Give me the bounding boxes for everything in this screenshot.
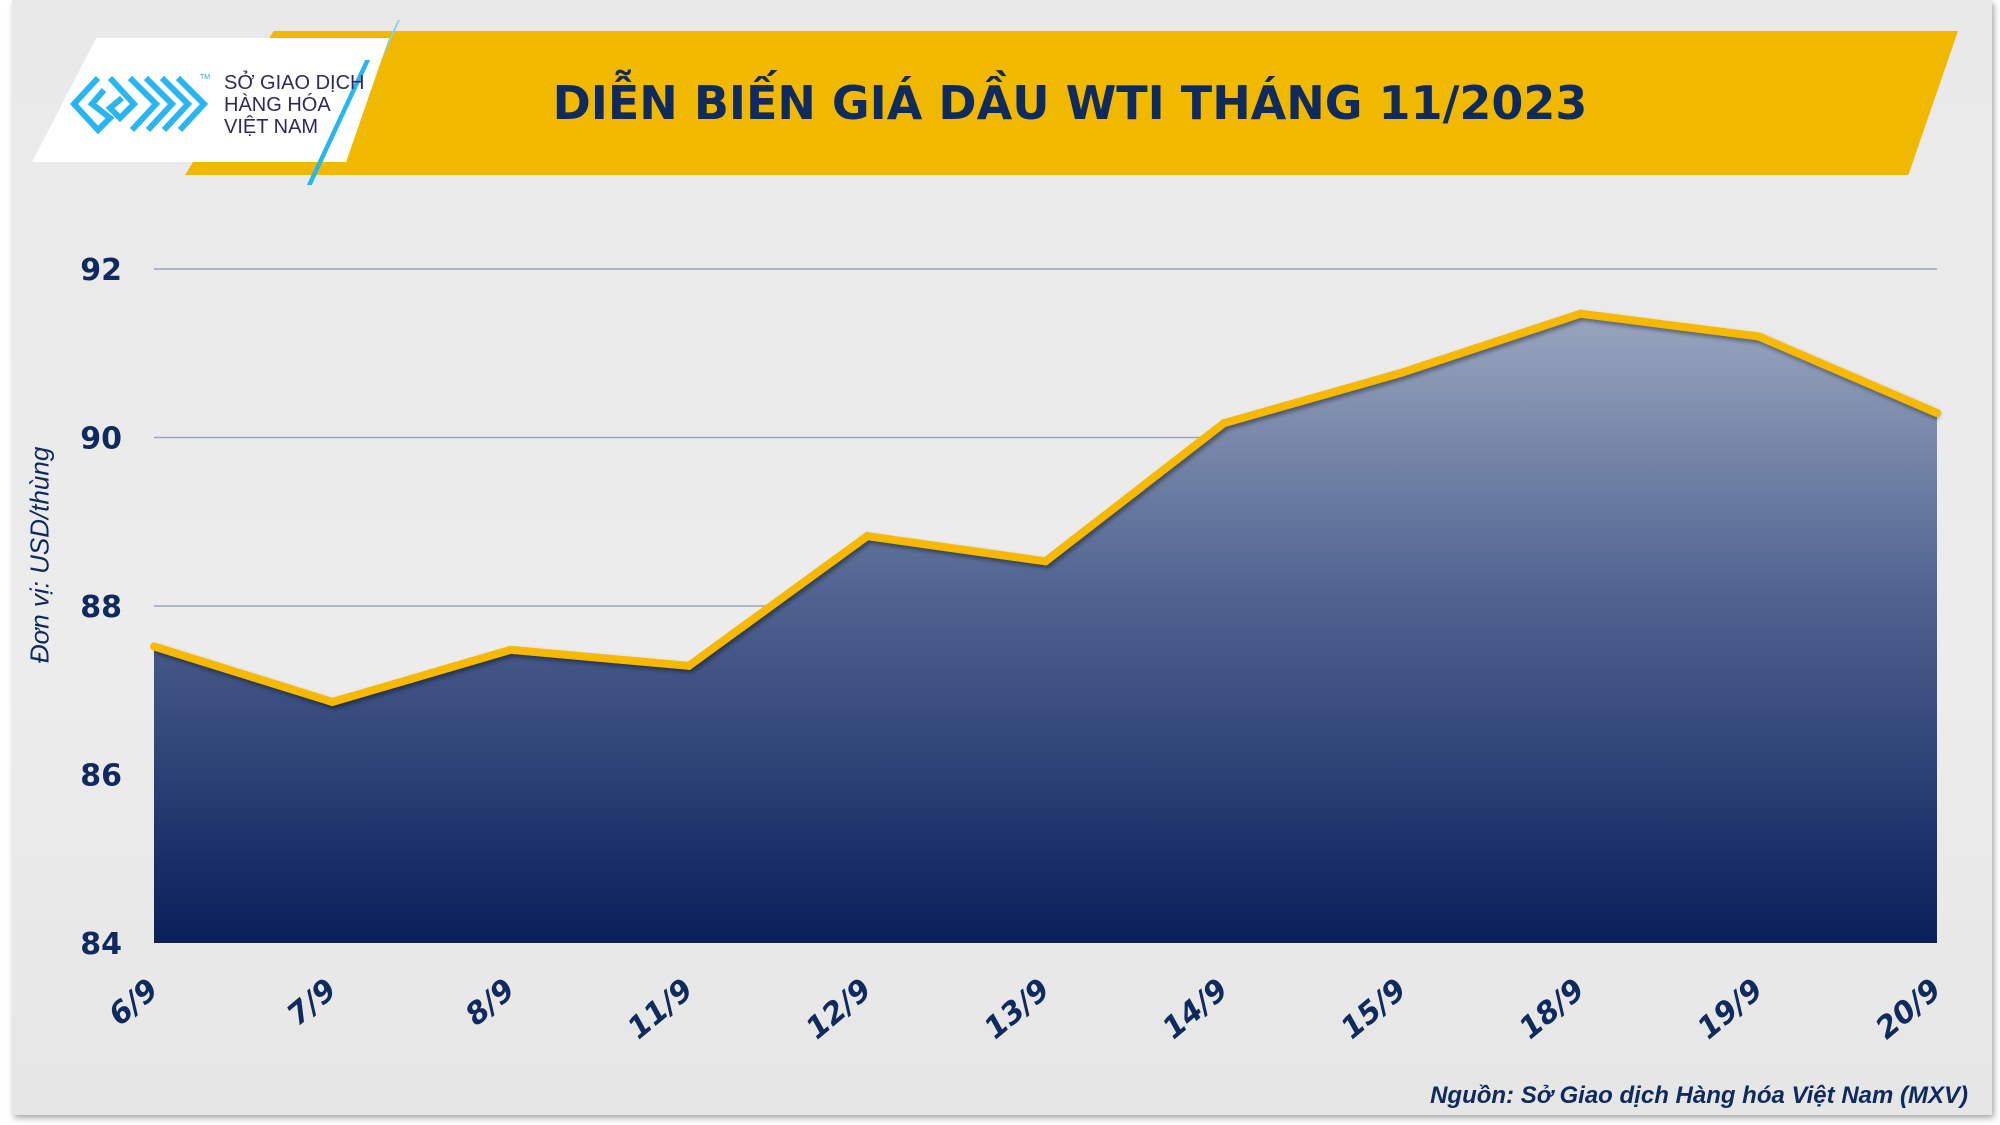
x-tick-label: 14/9 — [1156, 972, 1235, 1046]
data-point — [1754, 332, 1763, 341]
data-point — [1398, 368, 1407, 377]
data-point — [1041, 557, 1050, 566]
page-title: DIỄN BIẾN GIÁ DẦU WTI THÁNG 11/2023 — [552, 76, 1588, 130]
y-tick-label: 90 — [80, 422, 122, 457]
logo-text: SỞ GIAO DỊCH HÀNG HÓA VIỆT NAM — [224, 72, 365, 138]
y-tick-label: 86 — [80, 759, 122, 794]
logo-line: HÀNG HÓA — [224, 94, 331, 116]
x-tick-label: 7/9 — [281, 972, 344, 1033]
trademark: TM — [200, 74, 211, 81]
data-point — [150, 642, 158, 651]
x-tick-label: 6/9 — [102, 972, 165, 1033]
x-tick-label: 12/9 — [799, 972, 878, 1046]
title-banner — [185, 31, 1958, 175]
x-tick-label: 20/9 — [1869, 972, 1948, 1046]
x-tick-label: 19/9 — [1691, 972, 1770, 1046]
source-note: Nguồn: Sở Giao dịch Hàng hóa Việt Nam (M… — [1430, 1082, 1968, 1109]
mxv-logo-icon — [70, 75, 209, 135]
x-tick-label: 18/9 — [1513, 972, 1592, 1046]
x-tick-label: 15/9 — [1334, 972, 1413, 1046]
y-tick-label: 92 — [80, 253, 122, 288]
y-tick-label: 88 — [80, 590, 122, 625]
y-tick-label: 84 — [80, 927, 122, 962]
logo-line: SỞ GIAO DỊCH — [224, 72, 365, 94]
x-tick-label: 13/9 — [978, 972, 1057, 1046]
data-point — [684, 661, 693, 670]
logo-line: VIỆT NAM — [224, 116, 319, 138]
x-tick-label: 8/9 — [459, 972, 522, 1033]
x-tick-label: 11/9 — [621, 972, 700, 1046]
area-fill — [154, 313, 1937, 943]
data-point — [863, 532, 872, 541]
data-point — [328, 698, 337, 707]
data-point — [1576, 309, 1585, 318]
y-axis-label: Đơn vị: USD/thùng — [24, 446, 55, 664]
data-point — [506, 645, 515, 654]
data-point — [1933, 409, 1941, 418]
data-point — [1219, 419, 1228, 428]
